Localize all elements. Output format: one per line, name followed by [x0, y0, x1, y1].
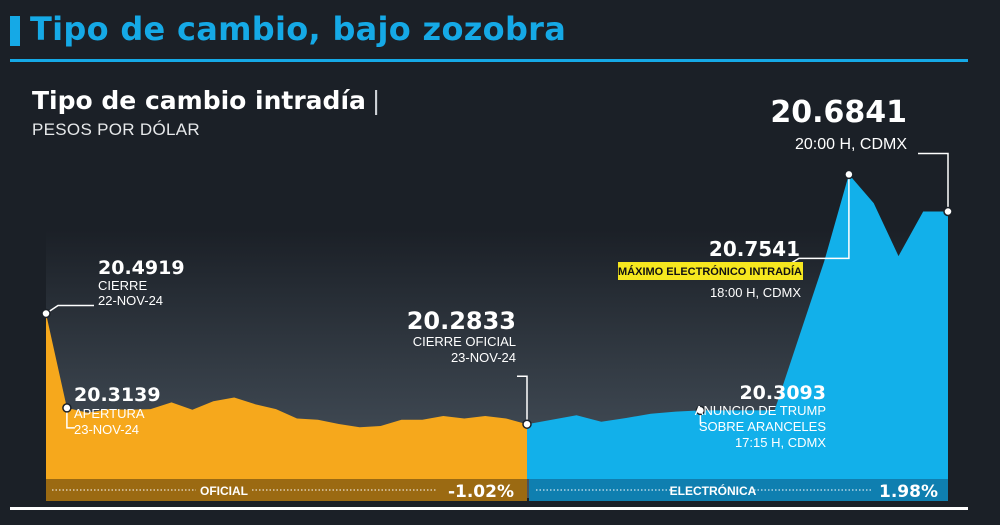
trump-label: ANUNCIO DE TRUMP: [695, 403, 826, 418]
maximo-badge: MÁXIMO ELECTRÓNICO INTRADÍA: [618, 265, 802, 278]
chart-title: Tipo de cambio intradía |: [32, 86, 380, 115]
electronica-bar: [529, 479, 948, 501]
headline-accent-bar: [10, 16, 20, 46]
electronica-area: [527, 174, 948, 479]
headline: Tipo de cambio, bajo zozobra: [30, 10, 567, 48]
cierre-oficial-value: 20.2833: [407, 307, 516, 335]
apertura-value: 20.3139: [74, 384, 161, 406]
apertura-leader: [66, 407, 75, 429]
footer-rule: [10, 507, 968, 510]
cierre-oficial-point: [522, 419, 532, 429]
chart-title-separator: |: [371, 86, 381, 115]
maximo-leader: [788, 174, 850, 266]
cierre-prev-point: [41, 308, 51, 319]
oficial-bar: [46, 479, 527, 501]
chart-subtitle: PESOS POR DÓLAR: [32, 120, 200, 139]
trump-value: 20.3093: [739, 382, 826, 404]
oficial-label: OFICIAL: [200, 484, 248, 498]
trump-point: [695, 405, 706, 416]
maximo-value: 20.7541: [709, 237, 800, 261]
cierre-oficial-leader: [517, 375, 528, 425]
chart-title-text: Tipo de cambio intradía: [32, 86, 366, 115]
cierre-prev-date: 22-NOV-24: [98, 293, 163, 308]
electronica-change: 1.98%: [879, 482, 938, 502]
electronica-label: ELECTRÓNICA: [670, 483, 757, 498]
trump-label-2: SOBRE ARANCELES: [699, 419, 826, 434]
trump-time: 17:15 H, CDMX: [735, 435, 826, 450]
apertura-label: APERTURA: [74, 406, 145, 421]
headline-rule: [10, 59, 968, 62]
cierre-oficial-date: 23-NOV-24: [451, 350, 516, 365]
apertura-date: 23-NOV-24: [74, 422, 139, 437]
final-point: [943, 206, 953, 217]
final-value: 20.6841: [770, 95, 907, 130]
oficial-area: [46, 313, 527, 479]
maximo-point: [844, 169, 854, 180]
cierre-prev-label: CIERRE: [98, 278, 147, 293]
maximo-badge-bg: [618, 262, 803, 280]
final-time: 20:00 H, CDMX: [795, 136, 907, 153]
cierre-oficial-label: CIERRE OFICIAL: [413, 334, 516, 349]
cierre-prev-leader: [45, 304, 94, 315]
oficial-change: -1.02%: [448, 482, 514, 502]
apertura-point: [62, 403, 72, 413]
maximo-time: 18:00 H, CDMX: [710, 285, 801, 300]
cierre-prev-value: 20.4919: [98, 257, 185, 279]
final-leader: [918, 152, 949, 212]
